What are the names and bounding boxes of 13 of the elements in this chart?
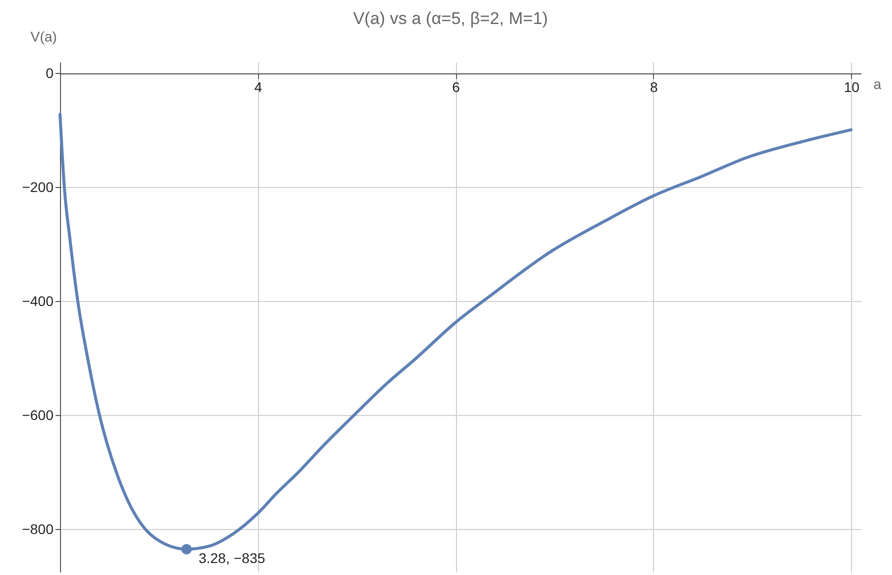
x-tick-label: 10 [844, 78, 860, 95]
x-tick-label: 8 [650, 78, 658, 95]
y-axis-title: V(a) [30, 28, 57, 44]
y-tick-label: 0 [46, 64, 54, 81]
chart-title: V(a) vs a (α=5, β=2, M=1) [353, 9, 548, 28]
x-tick-label: 4 [254, 78, 262, 95]
annotation: 3.28, −835 [198, 550, 266, 566]
y-tick-label: −800 [22, 520, 54, 537]
y-tick-label: −400 [22, 292, 54, 309]
y-tick-label: −600 [22, 406, 54, 423]
x-tick-label: 6 [452, 78, 460, 95]
y-tick-label: −200 [22, 178, 54, 195]
x-axis-title: a [874, 76, 882, 92]
